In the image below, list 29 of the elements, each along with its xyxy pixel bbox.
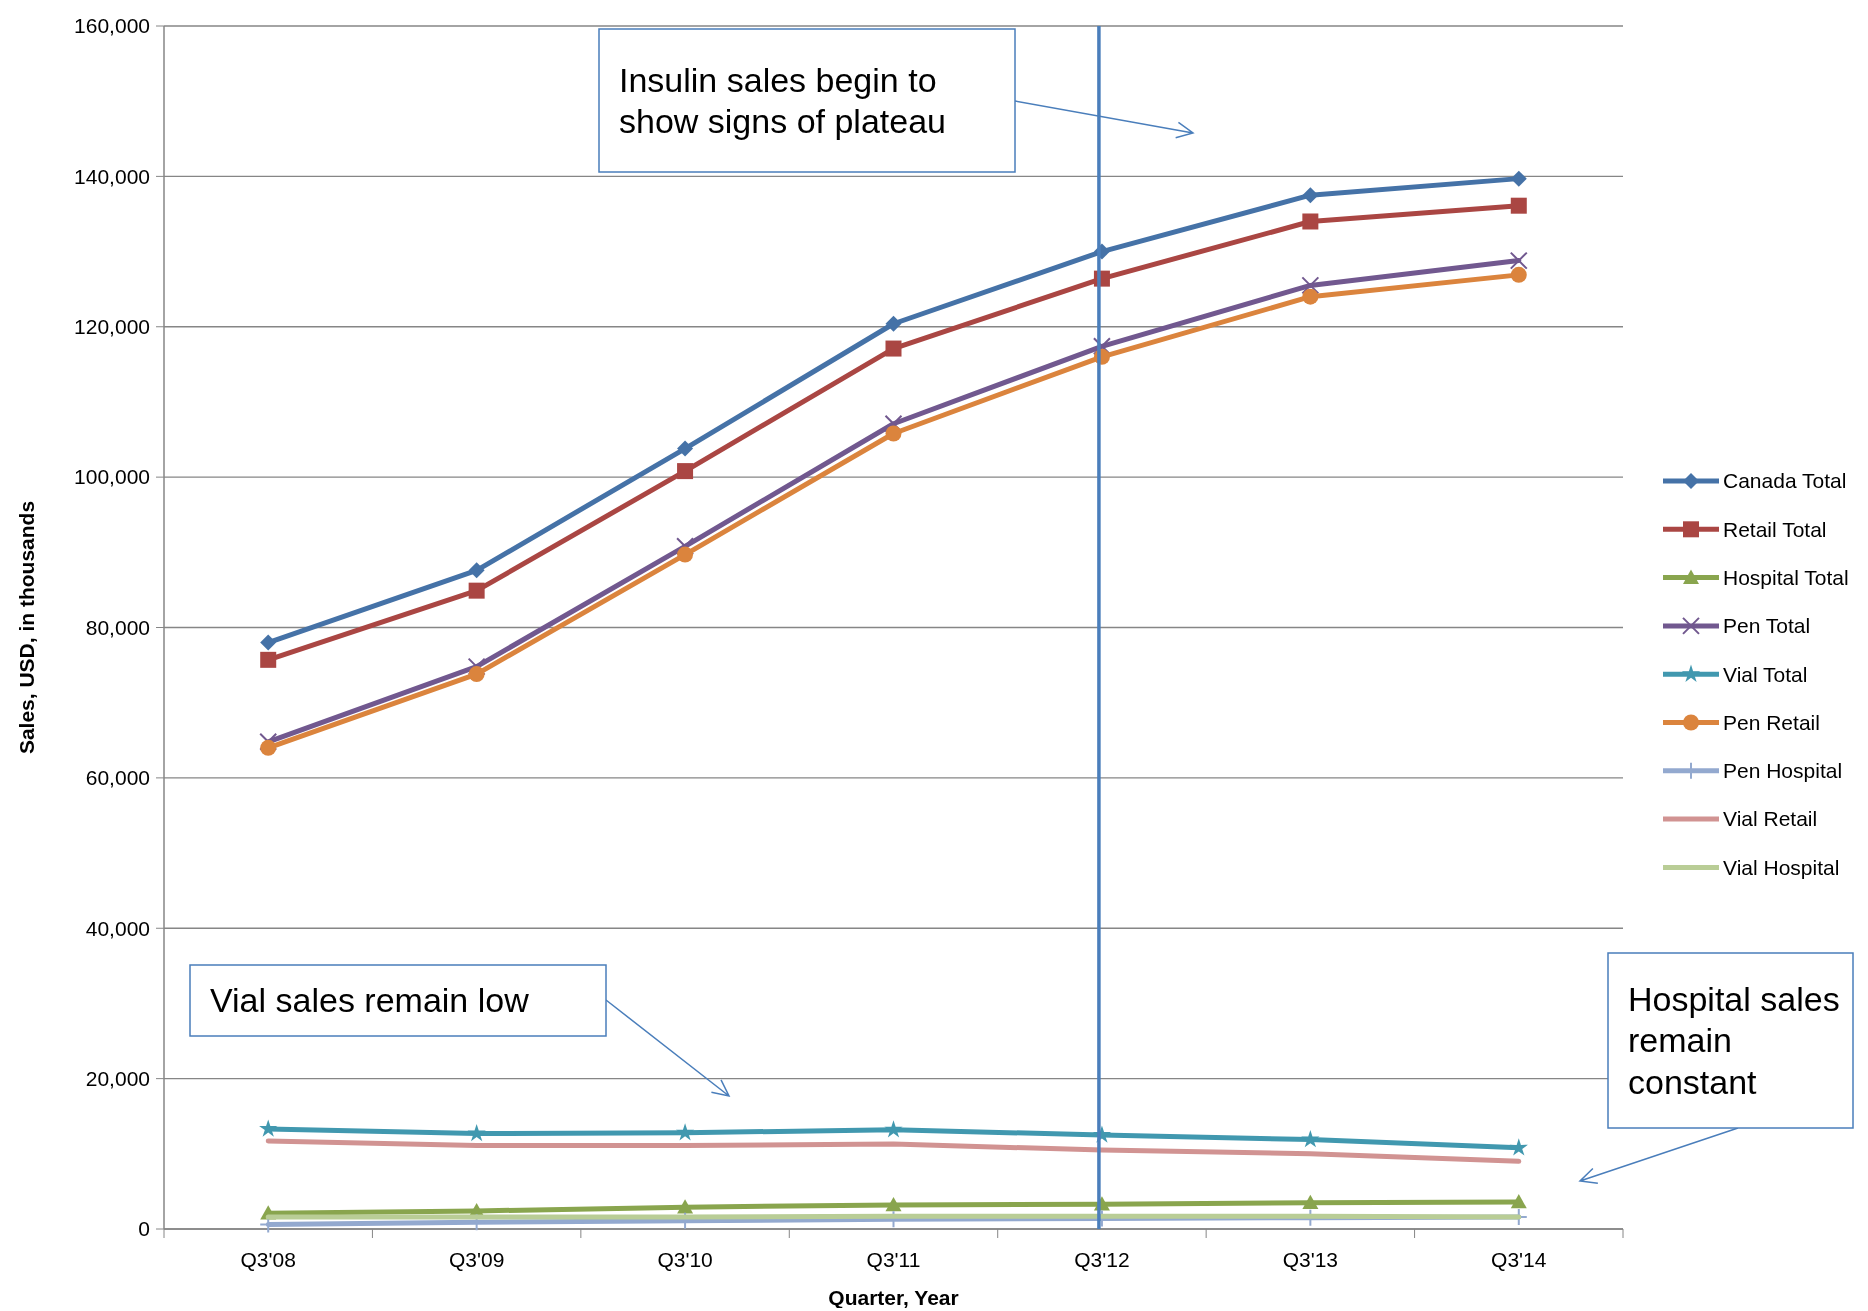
legend-label: Pen Total (1723, 614, 1811, 638)
y-tick-label: 140,000 (74, 164, 150, 188)
x-tick-label: Q3'14 (1491, 1248, 1547, 1271)
y-tick-label: 120,000 (74, 315, 150, 339)
y-tick-label: 40,000 (85, 916, 150, 940)
x-tick-label: Q3'11 (866, 1248, 921, 1271)
legend-label: Retail Total (1723, 517, 1827, 541)
legend-label: Hospital Total (1723, 565, 1849, 589)
legend-label: Canada Total (1723, 469, 1847, 493)
y-tick-label: 80,000 (85, 615, 150, 639)
x-tick-label: Q3'08 (240, 1248, 296, 1271)
x-tick-label: Q3'10 (657, 1248, 713, 1271)
x-tick-label: Q3'09 (448, 1248, 505, 1271)
text: Hospital sales remain constant (1628, 979, 1840, 1101)
legend-label: Vial Hospital (1723, 855, 1840, 879)
y-tick-label: 60,000 (85, 766, 150, 790)
legend-label: Vial Retail (1723, 807, 1818, 831)
x-tick-label: Q3'12 (1074, 1248, 1130, 1271)
x-tick-label: Q3'13 (1282, 1248, 1339, 1271)
y-tick-label: 160,000 (74, 14, 150, 38)
annotation: Vial sales remain low (210, 981, 530, 1020)
y-tick-label: 0 (138, 1217, 150, 1241)
y-tick-label: 100,000 (74, 465, 150, 489)
legend-label: Vial Total (1723, 662, 1808, 686)
y-tick-label: 20,000 (85, 1066, 150, 1090)
annotation: Insulin sales begin to show signs of plateau (619, 60, 946, 141)
y-axis-title: Sales, USD, in thousands (15, 500, 38, 755)
legend-label: Pen Retail (1723, 710, 1820, 734)
legend-label: Pen Hospital (1723, 759, 1843, 783)
